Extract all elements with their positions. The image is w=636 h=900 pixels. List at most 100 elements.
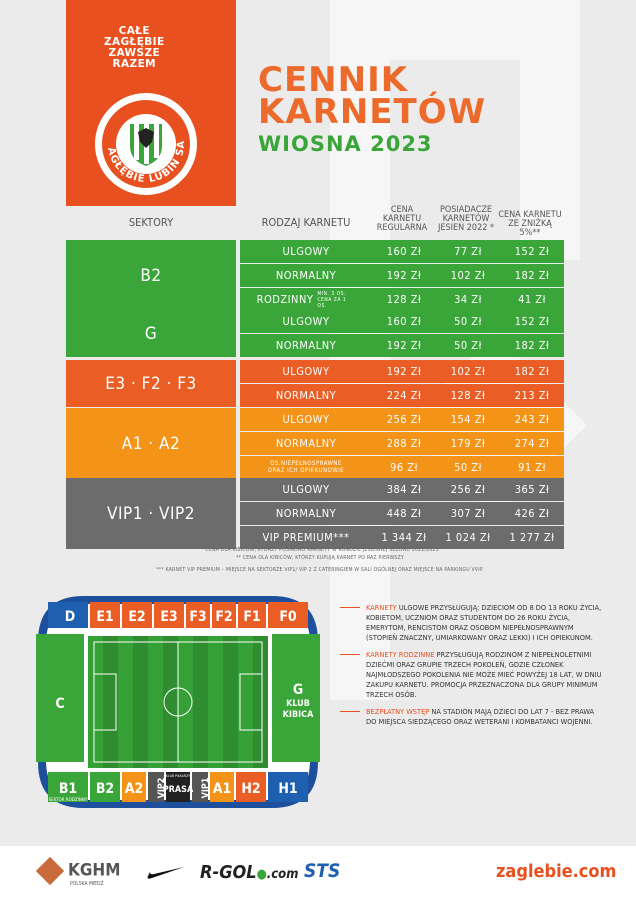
col-header-line: JESIEŃ 2022 *: [438, 223, 494, 233]
sector-block: G ULGOWY 160 Zł 50 Zł 152 Zł NORMALNY 192 Zł 50…: [66, 310, 564, 358]
ticket-type-label: ULGOWY: [282, 483, 330, 496]
sector-name: VIP1 · VIP2: [66, 478, 236, 549]
price-regular: 160 Zł: [386, 315, 422, 328]
price-regular: 128 Zł: [386, 293, 422, 306]
sector-rows: ULGOWY 160 Zł 50 Zł 152 Zł NORMALNY 192 Zł 50 …: [240, 310, 564, 358]
website-link[interactable]: zaglebie.com: [496, 861, 617, 882]
ticket-type: NORMALNY: [240, 507, 372, 520]
price-row: NORMALNY 288 Zł 179 Zł 274 Zł: [240, 432, 564, 455]
price-holders: 50 Zł: [454, 461, 482, 474]
price-discount: 182 Zł: [514, 269, 550, 282]
price-discount: 1 277 Zł: [509, 531, 555, 544]
ticket-type-label: ULGOWY: [282, 413, 330, 426]
club-crest-logo: ZAGŁĘBIE LUBIN SA: [94, 92, 197, 195]
price-regular: 256 Zł: [386, 413, 422, 426]
price-holders: 50 Zł: [454, 339, 482, 352]
info-paragraph: KARNETY ULGOWE PRZYSŁUGUJĄ: DZIECIOM OD …: [340, 603, 604, 643]
col-header-line: ZE ZNIŻKĄ 5%**: [508, 219, 552, 238]
ticket-type: ULGOWY: [240, 413, 372, 426]
sector-label: E2: [128, 609, 145, 625]
col-header-line: CENA KARNETU: [498, 210, 562, 220]
sector-rows: ULGOWY 256 Zł 154 Zł 243 Zł NORMALNY 288 Zł 17…: [240, 408, 564, 480]
price-discount: 426 Zł: [514, 507, 550, 520]
footnote: * CENA DLA KIBICÓW, KTÓRZY POSIADALI KAR…: [201, 547, 439, 553]
ticket-type-label: ULGOWY: [282, 315, 330, 328]
sector-label: F3: [189, 609, 206, 625]
ticket-type-label: ULGOWY: [282, 365, 330, 378]
col-header-line: CENA: [390, 205, 414, 215]
col-header-line: KARNETÓW: [442, 214, 490, 224]
background-shape: [520, 60, 580, 260]
sector-label: E3: [160, 609, 177, 625]
info-paragraph: KARNETY RODZINNE PRZYSŁUGUJĄ RODZINOM Z …: [340, 650, 604, 700]
sector-block: E3 · F2 · F3 ULGOWY 192 Zł 102 Zł 182 Zł NORM…: [66, 360, 564, 408]
ticket-type-label: NORMALNY: [275, 269, 337, 282]
price-holders: 1 024 Zł: [445, 531, 491, 544]
slogan-line: ZAGŁĘBIE: [104, 36, 165, 48]
nike-swoosh-icon[interactable]: [146, 864, 186, 880]
sector-name: E3 · F2 · F3: [66, 360, 236, 407]
price-regular: 192 Zł: [386, 365, 422, 378]
price-regular: 192 Zł: [386, 339, 422, 352]
price-row: OS.NIEPEŁNOSPRAWNE ORAZ ICH OPIEKUNOWIE 9…: [240, 456, 564, 479]
sector-block: B2 ULGOWY 160 Zł 77 Zł 152 Zł NORMALNY 192 Zł 1…: [66, 240, 564, 312]
sector-label: E1: [96, 609, 113, 625]
ticket-type-label: NORMALNY: [275, 437, 337, 450]
price-regular: 224 Zł: [386, 389, 422, 402]
sector-label: VIP1: [201, 777, 211, 798]
sector-label: B1: [59, 781, 77, 797]
sector-name: G: [66, 310, 236, 357]
col-header-regular: CENA KARNETU REGULARNA: [370, 206, 434, 233]
family-sector-label: SEKTOR RODZINNY: [49, 797, 88, 803]
price-discount: 91 Zł: [518, 461, 546, 474]
col-header-line: POSIADACZE: [439, 205, 493, 215]
sector-label: A1: [213, 781, 232, 797]
kghm-logo[interactable]: KGHM POLSKA MIEDŹ: [35, 856, 120, 887]
title-line: CENNIK: [258, 60, 409, 100]
col-header-sector: SEKTORY: [128, 216, 174, 229]
price-holders: 128 Zł: [450, 389, 486, 402]
price-holders: 154 Zł: [450, 413, 486, 426]
sector-label: B2: [96, 781, 114, 797]
price-row: NORMALNY 192 Zł 50 Zł 182 Zł: [240, 334, 564, 357]
price-row: NORMALNY 192 Zł 102 Zł 182 Zł: [240, 264, 564, 287]
season-label: WIOSNA 2023: [258, 132, 433, 156]
price-regular: 96 Zł: [390, 461, 418, 474]
info-highlight: KARNETY RODZINNE: [366, 650, 435, 659]
price-holders: 50 Zł: [454, 315, 482, 328]
info-highlight: KARNETY: [366, 603, 397, 612]
footnote: *** KARNET VIP PREMIUM – MIEJSCE NA SEKT…: [156, 567, 484, 573]
sector-label: KLUB: [286, 699, 310, 709]
price-row: ULGOWY 256 Zł 154 Zł 243 Zł: [240, 408, 564, 431]
sector-block: VIP1 · VIP2 ULGOWY 384 Zł 256 Zł 365 Zł NORMA…: [66, 478, 564, 550]
price-regular: 448 Zł: [386, 507, 422, 520]
price-discount: 243 Zł: [514, 413, 550, 426]
col-header-type: RODZAJ KARNETU: [261, 216, 351, 229]
sector-label: F2: [215, 609, 232, 625]
header-banner: CAŁE ZAGŁĘBIE ZAWSZE RAZEM ZAGŁĘBIE LUBI…: [66, 0, 236, 206]
sts-logo[interactable]: STS: [304, 860, 341, 882]
price-regular: 288 Zł: [386, 437, 422, 450]
ticket-type-label: NORMALNY: [275, 389, 337, 402]
ticket-type: NORMALNY: [240, 389, 372, 402]
price-row: NORMALNY 448 Zł 307 Zł 426 Zł: [240, 502, 564, 525]
col-header-line: KARNETU: [382, 214, 422, 224]
rgol-logo[interactable]: R-GOL●.com: [200, 862, 298, 883]
ticket-type: ULGOWY: [240, 245, 372, 258]
ticket-type: ULGOWY: [240, 483, 372, 496]
kghm-icon: [35, 856, 65, 885]
sponsor-name: R-GOL: [200, 862, 257, 883]
sector-label: KIBICA: [283, 710, 314, 720]
price-discount: 152 Zł: [514, 315, 550, 328]
info-paragraph: BEZPŁATNY WSTĘP NA STADION MAJĄ DZIECI D…: [340, 707, 604, 727]
sector-rows: ULGOWY 192 Zł 102 Zł 182 Zł NORMALNY 224 Zł 12…: [240, 360, 564, 408]
col-header-holders: POSIADACZE KARNETÓW JESIEŃ 2022 *: [434, 206, 498, 233]
slogan-line: CAŁE: [118, 25, 150, 37]
sector-label: VIP2: [157, 778, 167, 799]
info-text: ULGOWE PRZYSŁUGUJĄ: DZIECIOM OD 8 DO 13 …: [366, 603, 602, 642]
price-regular: 1 344 Zł: [381, 531, 427, 544]
background-shape: [390, 0, 580, 60]
price-holders: 179 Zł: [450, 437, 486, 450]
col-header-discount: CENA KARNETU ZE ZNIŻKĄ 5%**: [498, 211, 562, 238]
price-regular: 192 Zł: [386, 269, 422, 282]
